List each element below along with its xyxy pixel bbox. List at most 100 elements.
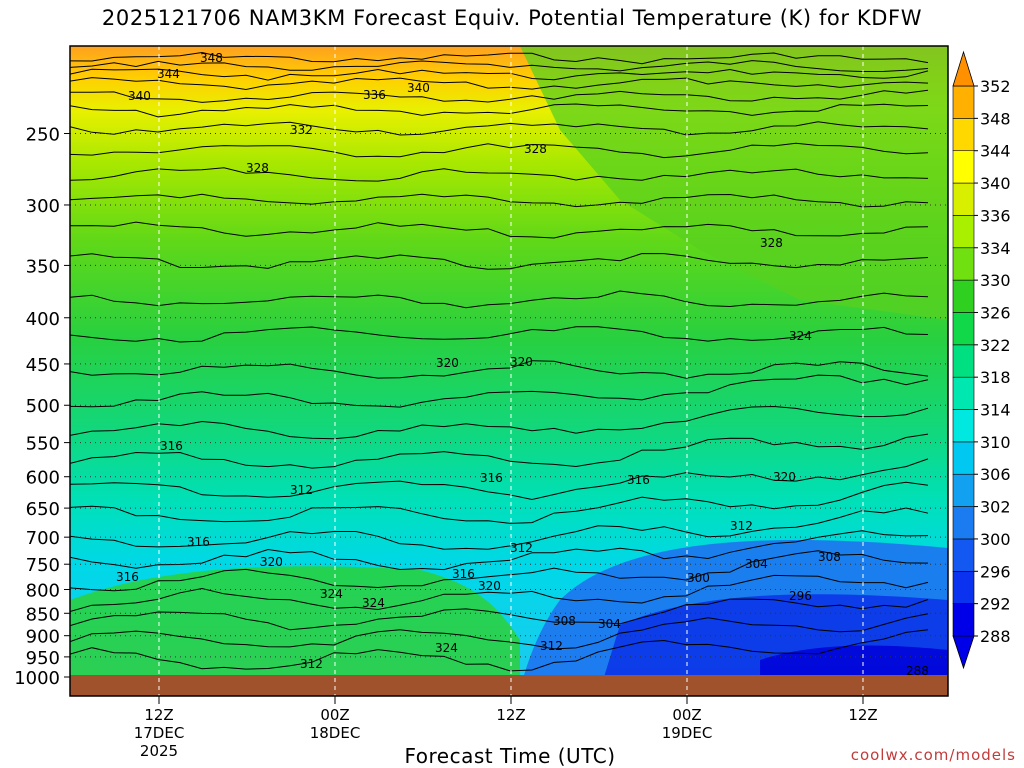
y-tick-label: 900 [26,627,60,648]
colorbar-swatch [952,118,975,152]
y-tick-label: 950 [26,648,60,669]
colorbar: 288 292 296 300 302 306 310 314 318 322 326 330 334 3… [952,50,1011,670]
x-tick-sublabel: 17DEC [134,724,185,742]
colorbar-swatch [952,279,975,313]
y-tick-label: 650 [26,499,60,520]
x-tick-sublabel: 2025 [140,742,178,760]
contour-lines [70,51,929,672]
contour-label: 312 [540,639,563,653]
colorbar-label: 336 [980,206,1011,225]
colorbar-lower-arrow [952,635,975,670]
contour-label: 320 [510,355,533,369]
contour-label: 320 [260,555,283,569]
colorbar-label: 306 [980,465,1011,484]
x-tick-sublabel: 18DEC [310,724,361,742]
y-tick-label: 750 [26,555,60,576]
x-tick-label: 12Z [848,706,877,724]
contour-label: 316 [452,567,475,581]
upper-right-green-region [520,46,948,320]
contour-label: 328 [760,236,783,250]
colorbar-label: 344 [980,142,1011,161]
colorbar-swatch [952,441,975,475]
source-credit: coolwx.com/models [850,746,1016,764]
colorbar-swatch [952,215,975,249]
colorbar-label: 326 [980,303,1011,322]
colorbar-label: 300 [980,530,1011,549]
contour-line [70,374,929,408]
colorbar-swatch [952,376,975,410]
contour-label: 336 [363,88,386,102]
y-axis: 2503003504004505005506006507007508008509… [14,124,70,689]
contour-line [70,458,929,501]
contour-line [70,481,929,524]
y-tick-label: 300 [26,196,60,217]
colorbar-swatch [952,506,975,540]
contour-label: 316 [187,535,210,549]
contour-label: 300 [687,571,710,585]
colorbar-label: 296 [980,562,1011,581]
contour-label: 320 [773,470,796,484]
contour-line [70,142,929,159]
colorbar-label: 314 [980,401,1011,420]
colorbar-swatch [952,603,975,637]
contour-label: 348 [200,51,223,65]
contour-line [70,121,929,136]
contour-line [70,507,929,550]
contour-label: 288 [906,664,929,678]
contour-line [70,60,929,73]
contour-line [70,550,929,592]
x-axis-title: Forecast Time (UTC) [404,744,616,768]
ground-surface [70,675,948,696]
contour-label: 340 [128,89,151,103]
contour-label: 304 [745,557,768,571]
colorbar-label: 310 [980,433,1011,452]
contour-label: 316 [160,439,183,453]
contour-line [70,326,929,343]
contour-line [70,221,929,239]
contour-label: 296 [789,589,812,603]
y-tick-label: 250 [26,124,60,145]
low-level-green-band [70,566,520,690]
colorbar-label: 352 [980,77,1011,96]
contour-label: 308 [818,550,841,564]
contour-line [70,405,929,440]
contour-label: 324 [320,587,343,601]
y-tick-label: 500 [26,396,60,417]
contour-label: 316 [116,570,139,584]
colorbar-swatch [952,150,975,184]
colorbar-swatch [952,538,975,572]
colorbar-label: 348 [980,109,1011,128]
contour-label: 328 [524,142,547,156]
colorbar-swatch [952,312,975,346]
contour-line [70,68,929,81]
colorbar-label: 288 [980,627,1011,646]
colorbar-swatch [952,409,975,443]
contour-label: 320 [478,579,501,593]
contour-label: 308 [553,614,576,628]
colorbar-label: 302 [980,498,1011,517]
contour-label: 340 [407,81,430,95]
colorbar-upper-arrow [952,50,975,87]
colorbar-label: 322 [980,336,1011,355]
contour-label: 316 [627,473,650,487]
contour-line [70,167,929,182]
contour-label: 332 [290,123,313,137]
contour-line [70,530,929,571]
contour-line [70,77,929,91]
colorbar-label: 340 [980,174,1011,193]
y-tick-label: 700 [26,528,60,549]
y-tick-label: 850 [26,604,60,625]
contour-label: 324 [362,596,385,610]
y-tick-label: 450 [26,355,60,376]
y-tick-label: 600 [26,468,60,489]
contour-line [70,433,929,469]
y-tick-label: 350 [26,256,60,277]
contour-line [70,51,929,65]
colorbar-swatch [952,570,975,604]
contour-label: 312 [510,541,533,555]
x-tick-label: 12Z [496,706,525,724]
contour-label: 320 [436,356,459,370]
